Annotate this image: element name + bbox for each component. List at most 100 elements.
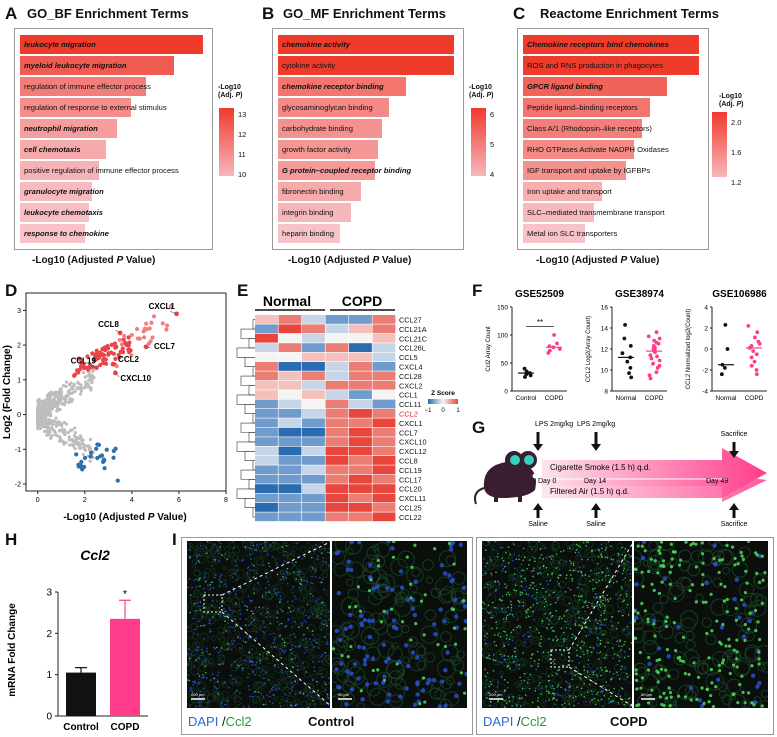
tissue-alveolus xyxy=(213,551,222,560)
enrichment-term-label: Chemokine receptors bind chemokines xyxy=(527,40,669,49)
heatmap-cell xyxy=(349,418,372,428)
dapi-nucleus xyxy=(251,563,253,566)
tissue-alveolus xyxy=(482,562,490,572)
ccl2-signal xyxy=(436,643,440,647)
dapi-nucleus xyxy=(198,701,201,704)
heatmap-cell xyxy=(302,324,325,334)
ccl2-signal xyxy=(490,558,492,561)
tissue-alveolus xyxy=(374,541,390,558)
geo-y-tick-label: 50 xyxy=(501,361,509,368)
tissue-alveolus xyxy=(495,620,500,626)
dapi-nucleus xyxy=(443,703,448,708)
tissue-alveolus xyxy=(244,664,249,669)
ccl2-signal xyxy=(634,668,638,672)
volcano-point-ns xyxy=(64,440,68,445)
ccl2-signal xyxy=(523,672,526,675)
ccl2-signal xyxy=(531,581,533,584)
ccl2-signal xyxy=(607,600,610,603)
volcano-point-down xyxy=(111,455,116,460)
dapi-nucleus xyxy=(491,616,494,619)
tissue-alveolus xyxy=(437,659,456,678)
ccl2-signal xyxy=(189,594,192,597)
dapi-nucleus xyxy=(281,671,284,674)
ccl2-signal xyxy=(617,654,619,657)
ccl2-signal xyxy=(576,586,579,589)
ccl2-signal xyxy=(298,626,300,629)
volcano-point-up xyxy=(98,362,103,368)
heatmap-cell xyxy=(349,474,372,484)
heatmap-cell xyxy=(255,512,278,522)
dapi-nucleus xyxy=(191,586,193,589)
ccl2-signal xyxy=(309,592,312,595)
dapi-nucleus xyxy=(268,583,271,586)
ccl2-signal xyxy=(624,640,626,643)
enrichment-bar-reactome: Iron uptake and transport xyxy=(523,182,612,201)
dapi-nucleus xyxy=(349,671,354,676)
enrichment-term-label: G protein–coupled receptor binding xyxy=(282,166,412,175)
dapi-nucleus xyxy=(189,687,192,689)
heatmap-cell xyxy=(255,315,278,324)
ccl2-signal xyxy=(204,591,206,594)
ccl2-signal xyxy=(725,543,729,548)
dapi-nucleus xyxy=(266,694,268,697)
ccl2-signal xyxy=(566,609,569,611)
ccl2-signal xyxy=(656,680,660,684)
ccl2-signal xyxy=(655,669,659,673)
ccl2-signal xyxy=(264,541,266,543)
volcano-point-ns xyxy=(75,435,79,440)
dapi-nucleus xyxy=(389,587,395,592)
heatmap-gene-label: CXCL12 xyxy=(399,447,427,456)
dapi-nucleus xyxy=(279,647,281,650)
dapi-nucleus xyxy=(486,611,489,613)
heatmap-cell xyxy=(372,427,396,437)
chart-title-reactome: Reactome Enrichment Terms xyxy=(540,6,719,21)
heatmap-cell xyxy=(302,343,325,352)
ccl2-signal xyxy=(505,593,508,596)
dapi-nucleus xyxy=(651,618,657,623)
tissue-alveolus xyxy=(485,581,493,589)
tissue-alveolus xyxy=(320,562,330,572)
dapi-nucleus xyxy=(197,681,200,683)
tissue-alveolus xyxy=(224,546,231,552)
ccl2-signal xyxy=(604,604,606,607)
tissue-alveolus xyxy=(289,677,298,686)
ccl2-signal xyxy=(409,596,413,600)
volcano-point-down xyxy=(95,442,100,447)
ccl2-signal xyxy=(616,671,618,674)
volcano-point-ns xyxy=(81,438,85,442)
heatmap-cell xyxy=(278,343,302,352)
ccl2-signal xyxy=(549,603,552,606)
dapi-nucleus xyxy=(236,578,238,581)
tissue-alveolus xyxy=(541,655,550,663)
ccl2-signal xyxy=(497,634,499,636)
ccl2-signal xyxy=(579,655,582,658)
dapi-nucleus xyxy=(260,612,263,615)
heatmap-gene-label: CCL7 xyxy=(399,428,418,437)
heatmap-gene-label: CXCL11 xyxy=(399,494,426,503)
ccl2-signal xyxy=(658,695,663,699)
ccl2-signal xyxy=(626,603,629,606)
heatmap-gene-label: CXCL10 xyxy=(399,438,427,447)
tissue-alveolus xyxy=(628,585,632,592)
dapi-nucleus xyxy=(439,563,445,568)
dapi-nucleus xyxy=(716,677,721,682)
dapi-nucleus xyxy=(359,613,364,619)
ccl2-signal xyxy=(547,651,550,654)
ccl2-signal xyxy=(532,569,534,572)
ccl2-signal xyxy=(606,594,608,597)
dapi-nucleus xyxy=(317,555,319,558)
geo-point xyxy=(749,363,754,368)
dapi-nucleus xyxy=(577,702,580,705)
dapi-nucleus xyxy=(367,618,372,624)
geo-point xyxy=(524,369,529,374)
tissue-alveolus xyxy=(721,649,741,669)
dapi-nucleus xyxy=(666,654,671,659)
dapi-nucleus xyxy=(495,588,498,591)
dapi-nucleus xyxy=(299,644,302,647)
volcano-point-up xyxy=(120,346,125,351)
volcano-point-labeled xyxy=(143,344,149,350)
dapi-nucleus xyxy=(199,691,202,693)
ccl2-signal xyxy=(547,680,550,682)
tissue-alveolus xyxy=(725,649,734,658)
enrichment-bar-reactome: Class A/1 (Rhodopsin–like receptors) xyxy=(523,119,652,138)
